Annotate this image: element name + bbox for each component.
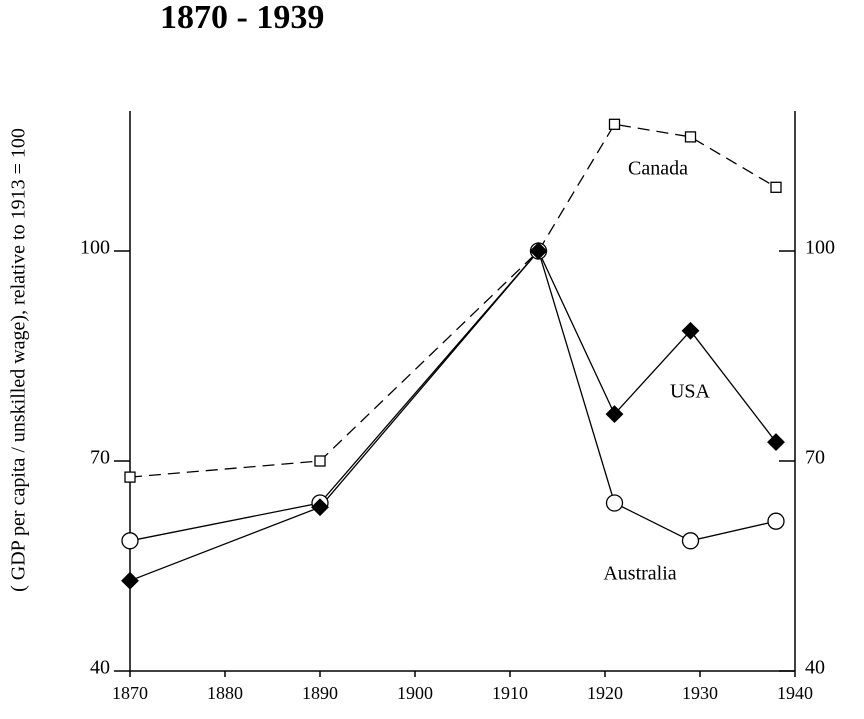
y2-tick-label: 70 [805,447,825,469]
diamond-marker [121,571,139,590]
diamond-marker [681,321,700,340]
y-tick-label: 70 [90,447,110,469]
x-tick-label: 1910 [492,683,528,703]
x-tick-label: 1880 [207,683,243,703]
series-line [129,249,777,582]
square-marker [770,181,782,193]
diamond-marker [311,498,329,517]
x-tick-label: 1890 [302,683,338,703]
series-label: Canada [628,158,688,180]
x-tick-label: 1870 [112,683,148,703]
x-tick-label: 1900 [397,683,433,703]
y2-tick-label: 100 [805,237,835,259]
diamond-marker [767,433,785,452]
y-tick-label: 100 [80,237,110,259]
series-label: Australia [603,563,676,585]
square-marker [314,455,326,467]
circle-marker [681,532,700,550]
y-tick-label: 40 [90,657,110,679]
square-marker [608,118,621,130]
x-tick-label: 1940 [777,683,813,703]
series-label: USA [670,381,711,403]
x-tick-label: 1930 [682,683,718,703]
y-axis-label: ( GDP per capita / unskilled wage), rela… [8,128,30,592]
circle-marker [605,494,624,512]
square-marker [124,471,136,483]
diamond-marker [605,405,624,424]
square-marker [684,131,697,143]
circle-marker [121,532,139,550]
y2-tick-label: 40 [805,657,825,679]
x-tick-label: 1920 [587,683,623,703]
series-line [129,123,777,478]
series-line [129,249,777,542]
circle-marker [767,512,785,530]
chart-title: 1870 - 1939 [160,0,324,36]
diamond-marker [529,242,548,260]
